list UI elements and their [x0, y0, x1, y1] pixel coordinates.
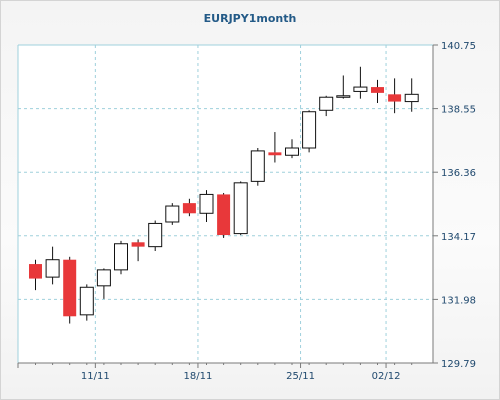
candle-body-bullish — [404, 93, 419, 103]
candle — [371, 79, 384, 104]
candle-body-bullish — [353, 86, 368, 92]
candle — [217, 192, 231, 238]
candle-body-bullish — [45, 259, 60, 278]
x-tick-label: 18/11 — [184, 371, 213, 382]
candle-body-bearish — [29, 264, 42, 279]
candle — [319, 95, 334, 117]
candle — [388, 78, 402, 114]
candle-body-bullish — [114, 243, 128, 271]
candle — [114, 240, 128, 275]
candle — [268, 132, 282, 163]
y-tick-label: 138.55 — [441, 105, 476, 116]
x-tick-label: 25/11 — [286, 371, 315, 382]
candle-body-bullish — [319, 96, 334, 111]
candle-body-bullish — [233, 182, 248, 235]
candle-body-bearish — [268, 152, 282, 156]
candle-body-bearish — [388, 94, 402, 102]
candle-body-bearish — [371, 87, 384, 93]
candle-body-bullish — [96, 269, 111, 287]
candle — [63, 256, 77, 324]
candle-body-bullish — [302, 111, 317, 149]
candle-body-bullish — [79, 286, 94, 316]
candle — [353, 66, 368, 99]
y-tick-label: 131.98 — [441, 295, 476, 306]
candle — [79, 284, 94, 321]
candle — [45, 246, 60, 285]
candle-body-bullish — [148, 222, 163, 248]
candle-body-bullish — [336, 95, 351, 98]
y-tick-label: 136.36 — [441, 168, 476, 179]
candle-body-bearish — [182, 203, 196, 214]
chart-title: EURJPY1month — [204, 12, 297, 25]
candle-body-bullish — [199, 193, 214, 214]
y-tick-label: 134.17 — [441, 232, 476, 243]
candle-body-bullish — [250, 150, 265, 182]
candles — [29, 66, 419, 324]
candle — [250, 148, 265, 186]
y-tick-label: 140.75 — [441, 41, 476, 52]
candle — [199, 190, 214, 222]
candle — [302, 110, 317, 153]
candle — [148, 220, 163, 252]
candle-body-bearish — [63, 259, 77, 317]
axes: 140.75 138.55 136.36 134.17 131.98 129.79 11/1… — [17, 41, 476, 382]
candle-body-bullish — [165, 205, 180, 223]
grid-lines — [18, 45, 433, 363]
candle — [285, 139, 299, 159]
candle — [233, 181, 248, 236]
x-tick-label: 02/12 — [372, 371, 401, 382]
y-tick-label: 129.79 — [441, 359, 476, 370]
candle-body-bearish — [131, 242, 145, 247]
candle — [131, 239, 145, 262]
candle-body-bearish — [217, 194, 231, 236]
candle-body-bullish — [285, 147, 299, 156]
candle — [182, 198, 196, 217]
candle — [96, 268, 111, 299]
candle — [29, 259, 42, 291]
candle — [336, 75, 351, 99]
x-tick-label: 11/11 — [81, 371, 110, 382]
candle — [165, 203, 180, 225]
candle — [404, 78, 419, 112]
